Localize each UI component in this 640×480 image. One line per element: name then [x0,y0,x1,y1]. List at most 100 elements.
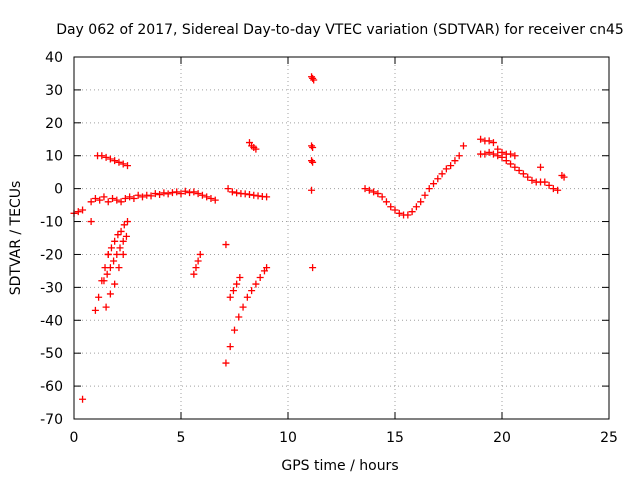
data-point [181,187,189,195]
data-point [173,188,181,196]
data-point [156,191,164,199]
series-arc-mid-short [190,250,204,278]
data-point [229,287,237,295]
data-point [186,189,194,197]
series-arc-evening [477,148,562,194]
data-point [79,395,87,403]
data-point [110,257,118,265]
data-point [370,188,378,196]
series-arc-upper-1 [94,152,131,170]
data-point [96,196,104,204]
data-point [365,186,373,194]
data-point [263,193,271,201]
data-point [252,280,260,288]
data-point [117,227,125,235]
data-point [248,287,256,295]
data-point [309,158,317,166]
series-arc-low-1 [102,250,127,311]
y-tick-label: 40 [45,50,63,66]
data-point [459,142,467,150]
data-point [256,273,264,281]
x-tick-label: 25 [600,430,618,446]
series-arc-start [70,206,87,217]
series-arc-baseline [87,187,219,206]
x-tick-label: 10 [279,430,297,446]
data-point [549,185,557,193]
data-point [115,158,123,166]
data-point [106,155,114,163]
data-point [194,190,202,198]
data-point [412,203,420,211]
plot-frame [73,56,610,420]
data-point [233,280,241,288]
data-point [103,270,111,278]
data-point [541,178,549,186]
series-arc-steep-1 [91,218,131,314]
data-point [120,221,128,229]
data-points [70,73,568,403]
data-point [124,162,131,170]
data-point [477,135,485,143]
data-point [160,189,168,197]
data-point [194,257,202,265]
data-point [502,157,510,165]
data-point [111,237,119,245]
data-point [361,185,369,193]
data-point [168,189,176,197]
data-point [119,160,127,168]
data-point [119,250,127,258]
data-point [115,264,123,272]
data-point [519,170,527,178]
series-arc-afternoon [361,142,467,219]
data-point [308,142,316,150]
data-point [434,175,442,183]
data-point [224,185,232,193]
data-point [100,193,108,201]
data-point [236,273,244,281]
data-point [113,250,121,258]
series-arc-late [477,135,568,181]
y-tick-label: -70 [40,412,63,428]
data-point [309,264,317,272]
data-point [239,303,247,311]
data-point [124,218,131,226]
data-point [243,293,251,301]
data-point [95,293,103,301]
y-tick-label: -10 [40,215,63,231]
data-point [374,190,382,198]
data-point [442,165,450,173]
data-point [250,191,258,199]
data-point [485,137,493,145]
data-point [308,157,316,165]
data-point [528,176,536,184]
data-point [560,173,568,181]
series-arc-steep-2 [100,232,130,285]
series-arc-baseline-2 [224,185,271,201]
y-tick-label: 20 [45,116,63,132]
data-point [489,139,497,147]
data-point [151,190,159,198]
data-point [122,232,130,240]
x-tick-labels: 0 5 10 15 20 25 [70,430,618,446]
data-point [126,193,134,201]
data-point [254,192,262,200]
data-point [252,145,260,153]
data-point [511,152,519,160]
data-point [138,193,146,201]
data-point [113,196,121,204]
y-tick-label: -20 [40,247,63,263]
data-point [177,190,185,198]
data-point [447,162,455,170]
data-point [102,303,110,311]
data-point [308,186,316,194]
data-point [451,157,459,165]
data-point [111,280,119,288]
data-point [226,293,234,301]
data-point [245,191,253,199]
data-point [74,208,82,216]
x-tick-label: 15 [386,430,404,446]
data-point [116,244,124,252]
data-point [430,180,438,188]
data-point [104,198,112,206]
y-tick-label: 30 [45,83,63,99]
